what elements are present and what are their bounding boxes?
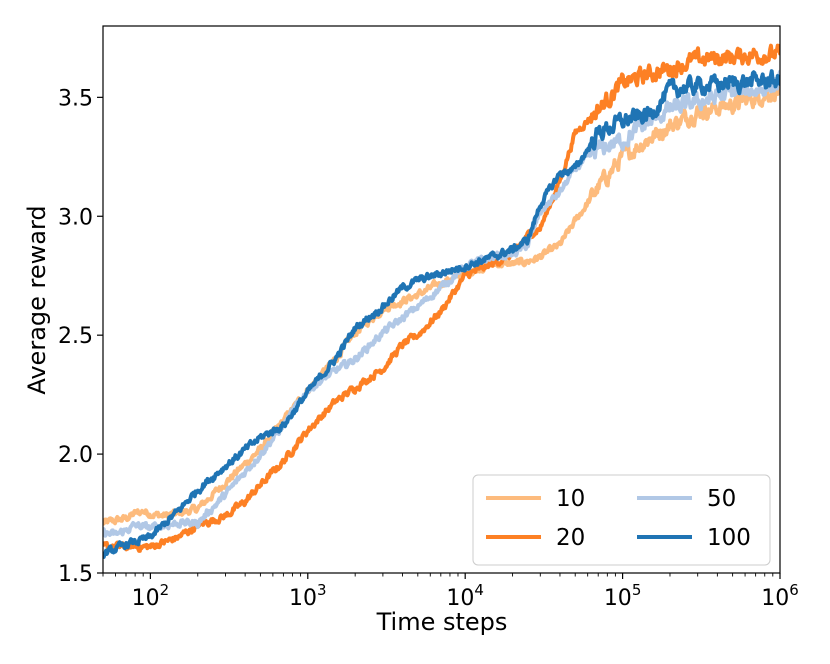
x-tick-label: 104 [446, 581, 484, 611]
legend-label-10: 10 [556, 486, 585, 512]
y-tick-label: 3.0 [58, 205, 93, 230]
legend-box [472, 474, 771, 566]
x-tick-label: 103 [289, 581, 327, 611]
x-tick-label: 105 [604, 581, 642, 611]
y-tick-label: 1.5 [58, 562, 93, 587]
x-axis-label: Time steps [376, 608, 508, 636]
legend-label-50: 50 [707, 486, 736, 512]
y-tick-label: 3.5 [58, 86, 93, 111]
y-tick-label: 2.5 [58, 324, 93, 349]
y-axis-label: Average reward [23, 205, 51, 394]
y-tick-label: 2.0 [58, 443, 93, 468]
x-tick-label: 102 [132, 581, 170, 611]
legend-label-100: 100 [707, 525, 751, 551]
series-line-50 [103, 69, 780, 538]
series-line-20 [103, 43, 780, 553]
series-line-100 [103, 69, 780, 559]
plot-frame [102, 25, 781, 574]
x-tick-label: 106 [761, 581, 799, 611]
legend-label-20: 20 [556, 525, 585, 551]
